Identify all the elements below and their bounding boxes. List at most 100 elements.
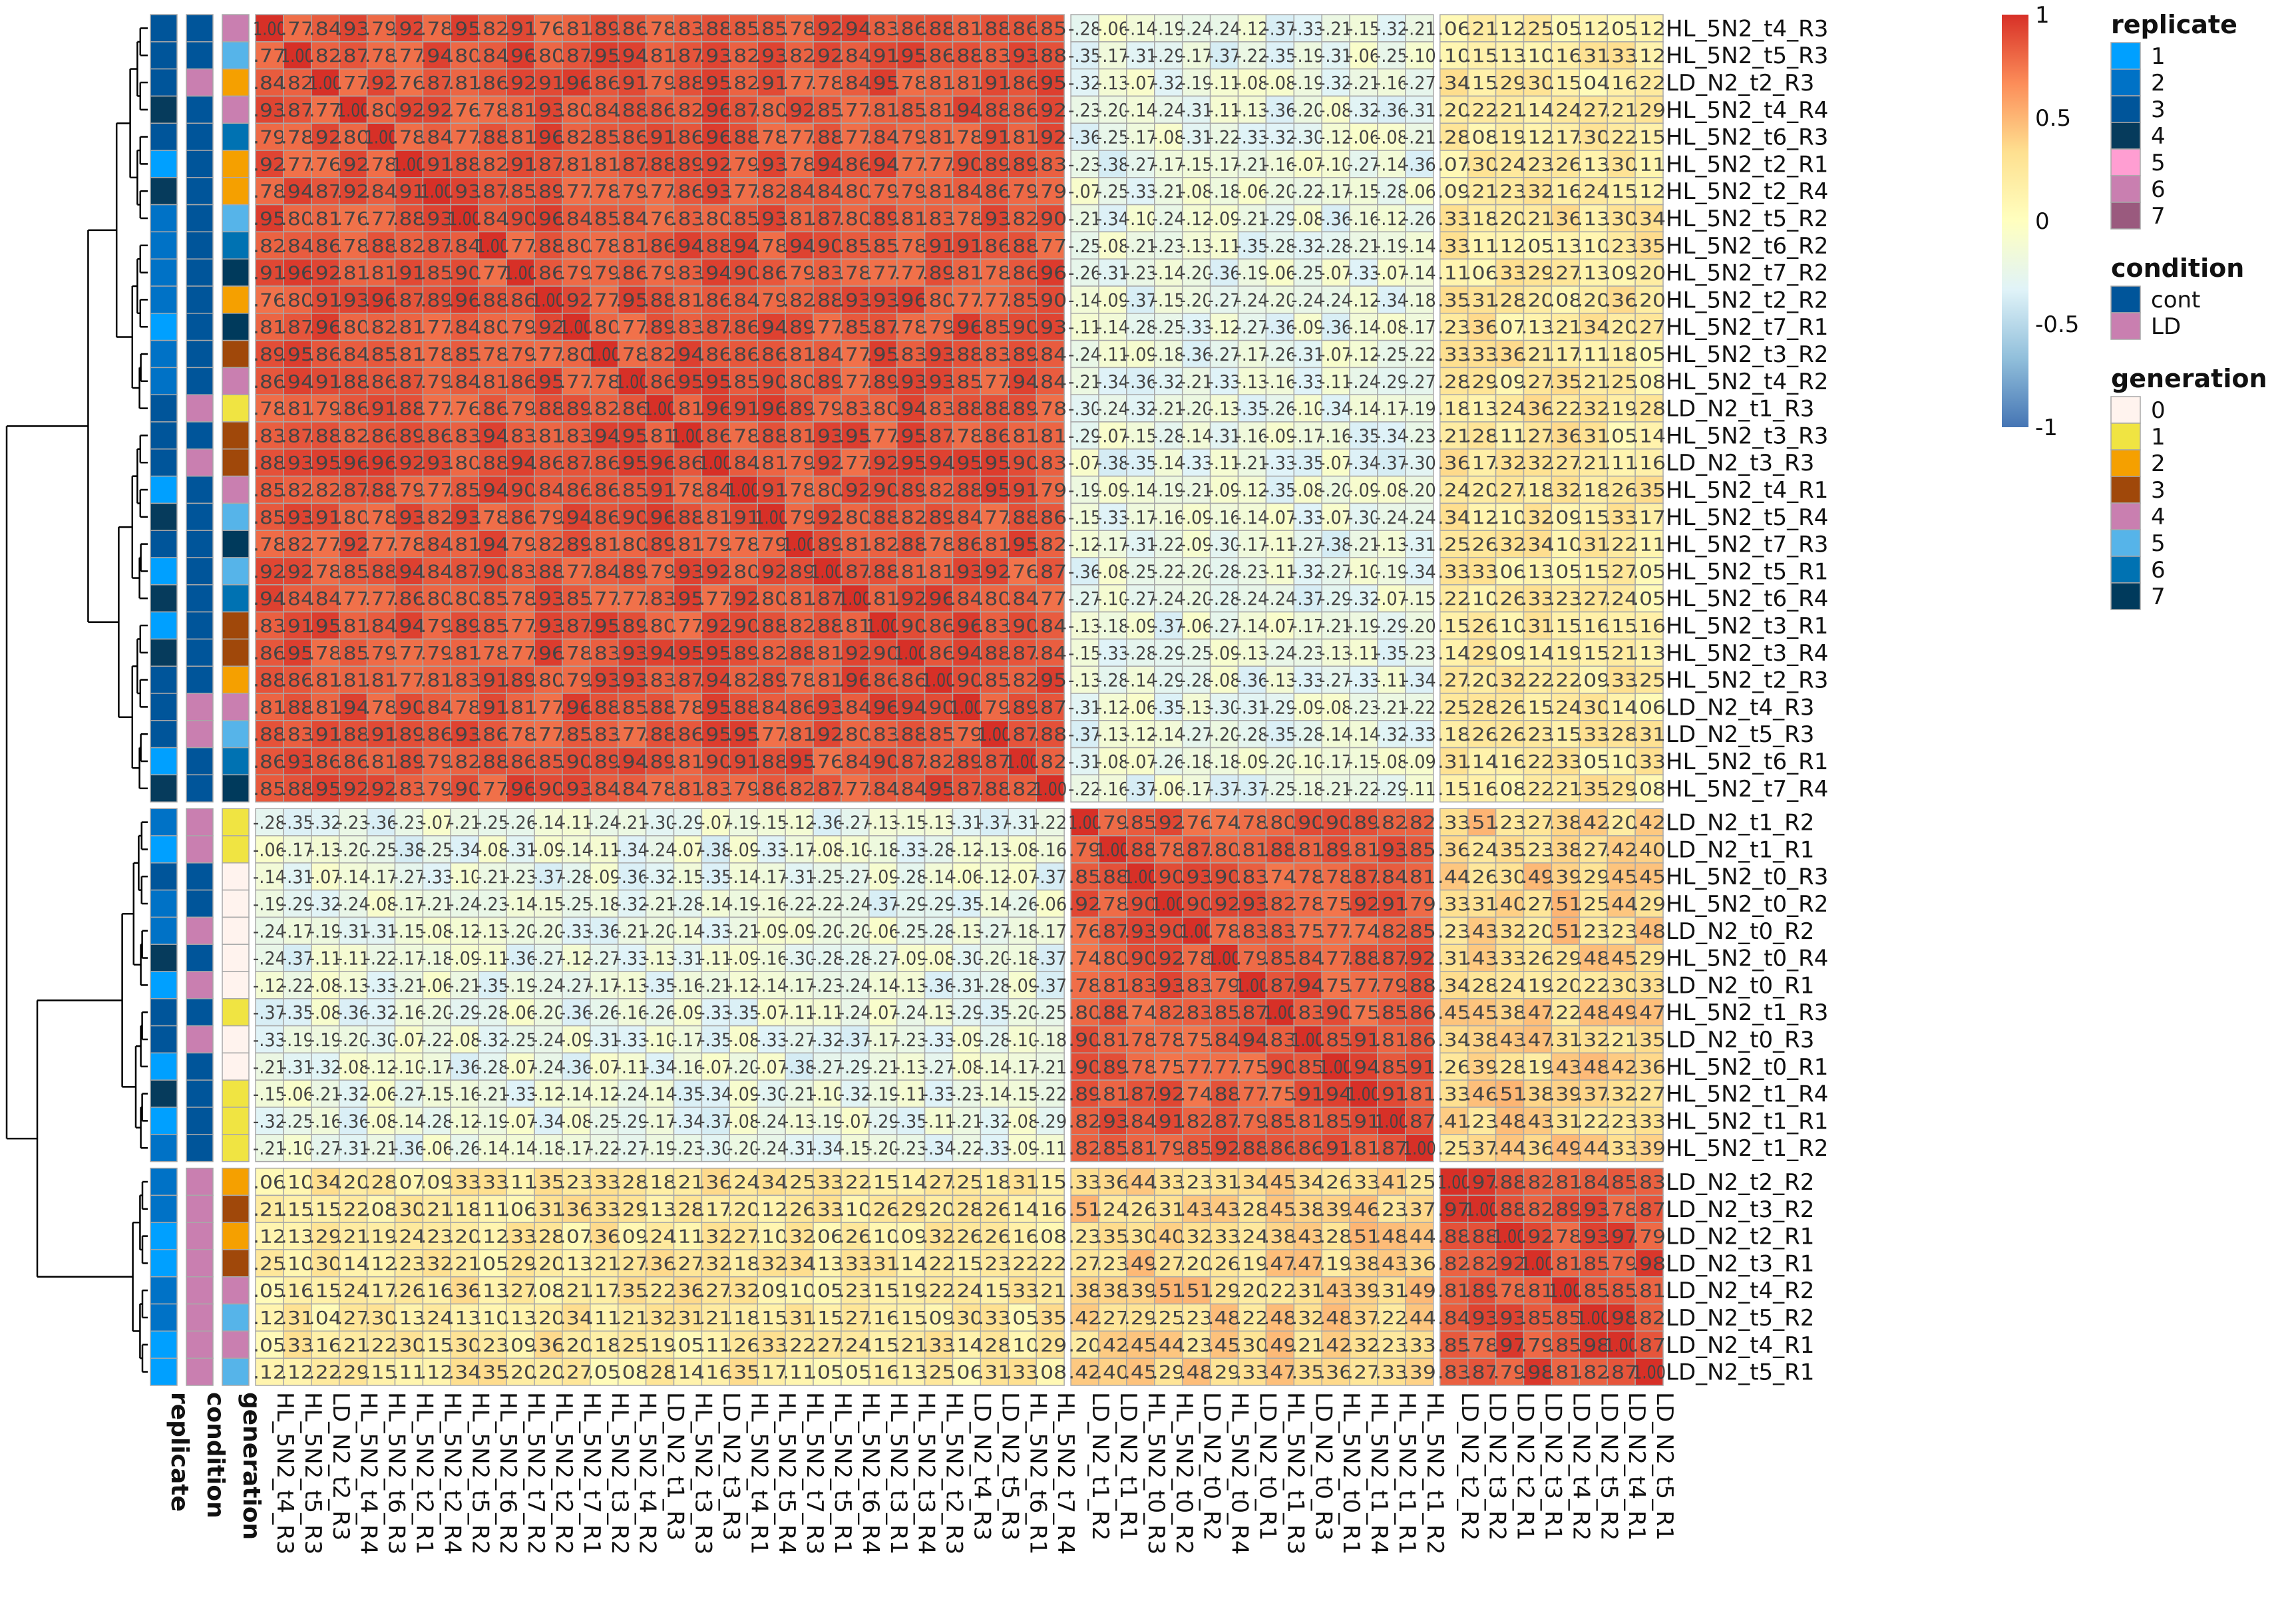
replicate-annotation-cell — [150, 998, 178, 1027]
replicate-annotation-cell — [150, 41, 178, 70]
heatmap-cell-value: .16 — [1632, 615, 1666, 637]
generation-annotation-cell — [222, 916, 250, 945]
heatmap-cell — [394, 14, 424, 43]
heatmap-cell-value: .88 — [1034, 723, 1067, 745]
heatmap-cell-value: .05 — [1632, 588, 1666, 610]
replicate-annotation-cell — [150, 1222, 178, 1250]
heatmap-cell-value: -.23 — [1403, 642, 1436, 664]
heatmap-cell-value: .29 — [1632, 893, 1666, 915]
replicate-annotation-cell — [150, 339, 178, 369]
heatmap-cell-value: .78 — [644, 17, 677, 39]
heatmap-cell-value: .33 — [1632, 751, 1666, 773]
heatmap-cell-value: .28 — [1632, 398, 1666, 420]
heatmap-cell-value: -.11 — [1034, 1137, 1067, 1159]
heatmap-cell-value: .06 — [1437, 17, 1471, 39]
heatmap-cell-value: .83 — [866, 17, 900, 39]
heatmap-cell-value: .79 — [1034, 180, 1067, 202]
condition-annotation-cell — [186, 41, 214, 70]
heatmap-cell-value: -.18 — [1034, 1029, 1067, 1051]
generation-annotation-cell — [222, 665, 250, 694]
heatmap-cell-value: .79 — [1632, 1226, 1666, 1248]
generation-annotation-cell — [222, 313, 250, 341]
condition-annotation-cell — [186, 14, 214, 43]
heatmap-cell-value: -.36 — [1403, 153, 1436, 175]
heatmap-cell-value: .17 — [1632, 506, 1666, 528]
heatmap-cell-value: .92 — [1034, 99, 1067, 121]
generation-annotation-cell — [222, 1330, 250, 1359]
condition-annotation-cell — [186, 1330, 214, 1359]
replicate-annotation-cell — [150, 367, 178, 395]
replicate-annotation-cell — [150, 1107, 178, 1135]
heatmap-cell-value: -.18 — [1403, 289, 1436, 311]
condition-annotation-cell — [186, 916, 214, 945]
heatmap-cell-value: -.37 — [1034, 866, 1067, 888]
generation-annotation-cell — [222, 150, 250, 178]
heatmap-cell-value: .91 — [1403, 1056, 1436, 1078]
heatmap-cell-value: .35 — [1632, 479, 1666, 501]
heatmap-cell-value: .93 — [1034, 316, 1067, 338]
condition-annotation-cell — [186, 808, 214, 836]
heatmap-cell-value: -.14 — [1403, 235, 1436, 257]
condition-annotation-cell — [186, 584, 214, 613]
heatmap-cell-value: -.31 — [1403, 534, 1436, 556]
heatmap-cell-value: .05 — [1632, 560, 1666, 582]
heatmap-cell-value: .78 — [1034, 398, 1067, 420]
heatmap-cell-value: .95 — [1034, 669, 1067, 691]
heatmap-cell-value: .44 — [1403, 1226, 1436, 1248]
heatmap-cell-value: .05 — [1549, 17, 1582, 39]
heatmap-cell-value: .29 — [1632, 99, 1666, 121]
condition-annotation-cell — [186, 122, 214, 151]
heatmap-cell-value: .12 — [1632, 45, 1666, 67]
heatmap-cell-value: .90 — [1034, 208, 1067, 230]
heatmap-cell-value: .36 — [1632, 1056, 1666, 1078]
replicate-annotation-cell — [150, 835, 178, 864]
generation-annotation-cell — [222, 68, 250, 97]
heatmap-cell-value: -.16 — [1034, 838, 1067, 860]
generation-annotation-cell — [222, 421, 250, 450]
heatmap-cell-value: .42 — [1632, 812, 1666, 834]
heatmap-cell-value: .88 — [922, 17, 956, 39]
replicate-annotation-cell — [150, 1134, 178, 1162]
generation-annotation-cell — [222, 1134, 250, 1162]
condition-annotation-cell — [186, 448, 214, 477]
heatmap-cell — [1098, 14, 1127, 43]
generation-annotation-cell — [222, 998, 250, 1027]
heatmap-cell-value: .35 — [1632, 1029, 1666, 1051]
heatmap-cell — [478, 14, 507, 43]
condition-annotation-cell — [186, 1194, 214, 1223]
heatmap-cell-value: .87 — [1403, 1110, 1436, 1132]
generation-annotation-cell — [222, 971, 250, 999]
condition-annotation-cell — [186, 862, 214, 891]
row-dendrogram — [5, 27, 148, 1373]
generation-annotation-cell — [222, 889, 250, 918]
generation-annotation-cell — [222, 1052, 250, 1081]
replicate-annotation-cell — [150, 557, 178, 586]
generation-annotation-cell — [222, 285, 250, 314]
replicate-annotation-cell — [150, 150, 178, 178]
condition-annotation-cell — [186, 204, 214, 233]
replicate-annotation-cell — [150, 177, 178, 206]
heatmap-cell-value: .27 — [1632, 316, 1666, 338]
heatmap-cell-value: -.17 — [1034, 920, 1067, 942]
heatmap-cell — [394, 41, 424, 70]
heatmap-cell-value: .20 — [1632, 262, 1666, 284]
heatmap-cell-value: .16 — [1034, 1198, 1067, 1220]
heatmap-cell — [1405, 14, 1434, 43]
heatmap-cell-value: .33 — [1632, 974, 1666, 996]
replicate-annotation-cell — [150, 1276, 178, 1305]
heatmap-cell-value: .39 — [1632, 1137, 1666, 1159]
heatmap-cell — [506, 14, 535, 43]
heatmap-cell — [1377, 14, 1406, 43]
heatmap-cell — [1349, 14, 1378, 43]
heatmap-cell — [896, 14, 926, 43]
heatmap-cell-value: -.21 — [1403, 17, 1436, 39]
replicate-annotation-cell — [150, 1330, 178, 1359]
heatmap-cell-value: .20 — [1632, 289, 1666, 311]
generation-annotation-cell — [222, 1194, 250, 1223]
heatmap-cell-value: .86 — [1403, 1001, 1436, 1023]
heatmap-cell-value: .83 — [1034, 452, 1067, 474]
heatmap-cell-value: -.22 — [1403, 343, 1436, 365]
heatmap-cell-value: .87 — [1034, 696, 1067, 718]
generation-annotation-cell — [222, 367, 250, 395]
heatmap-cell-value: .86 — [616, 17, 649, 39]
